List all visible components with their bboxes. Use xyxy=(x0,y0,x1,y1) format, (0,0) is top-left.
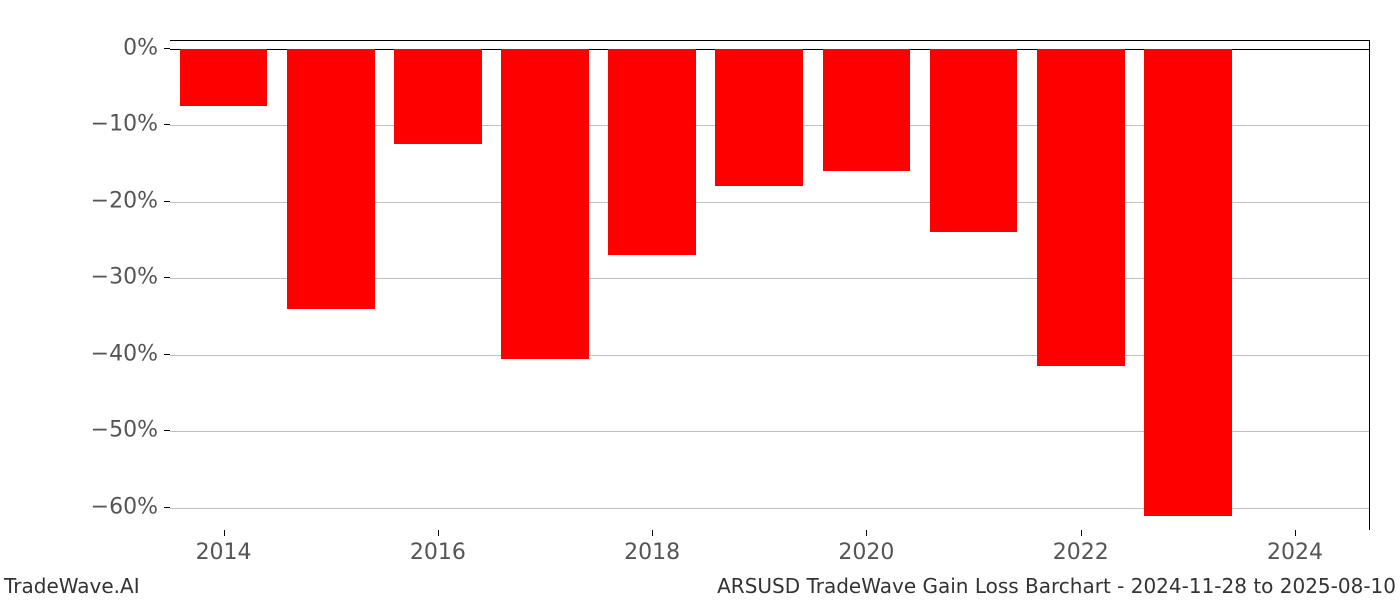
y-tick-mark xyxy=(164,277,170,278)
y-tick-label: −30% xyxy=(0,265,158,290)
x-tick-mark xyxy=(866,530,867,536)
chart-container: TradeWave.AI ARSUSD TradeWave Gain Loss … xyxy=(0,0,1400,600)
y-tick-mark xyxy=(164,507,170,508)
bar xyxy=(287,49,375,309)
x-tick-mark xyxy=(224,530,225,536)
x-tick-label: 2024 xyxy=(1267,540,1323,565)
bar xyxy=(1144,49,1232,516)
y-tick-mark xyxy=(164,201,170,202)
y-tick-label: −60% xyxy=(0,495,158,520)
x-tick-label: 2022 xyxy=(1053,540,1109,565)
y-tick-label: −40% xyxy=(0,341,158,366)
bar xyxy=(394,49,482,145)
x-tick-label: 2016 xyxy=(410,540,466,565)
y-tick-mark xyxy=(164,430,170,431)
y-tick-label: −10% xyxy=(0,112,158,137)
x-tick-label: 2018 xyxy=(624,540,680,565)
x-tick-label: 2014 xyxy=(196,540,252,565)
y-tick-mark xyxy=(164,354,170,355)
y-tick-label: 0% xyxy=(0,35,158,60)
y-tick-label: −20% xyxy=(0,188,158,213)
caption-left: TradeWave.AI xyxy=(4,574,140,598)
y-tick-mark xyxy=(164,124,170,125)
bar xyxy=(715,49,803,187)
plot-area xyxy=(170,40,1370,530)
x-tick-mark xyxy=(652,530,653,536)
x-tick-mark xyxy=(438,530,439,536)
x-tick-label: 2020 xyxy=(838,540,894,565)
bar xyxy=(930,49,1018,233)
bar xyxy=(180,49,268,106)
y-tick-label: −50% xyxy=(0,418,158,443)
bar xyxy=(501,49,589,359)
bar xyxy=(608,49,696,256)
y-tick-mark xyxy=(164,48,170,49)
bar xyxy=(823,49,911,172)
bar xyxy=(1037,49,1125,367)
caption-right: ARSUSD TradeWave Gain Loss Barchart - 20… xyxy=(717,574,1396,598)
x-tick-mark xyxy=(1295,530,1296,536)
x-tick-mark xyxy=(1081,530,1082,536)
